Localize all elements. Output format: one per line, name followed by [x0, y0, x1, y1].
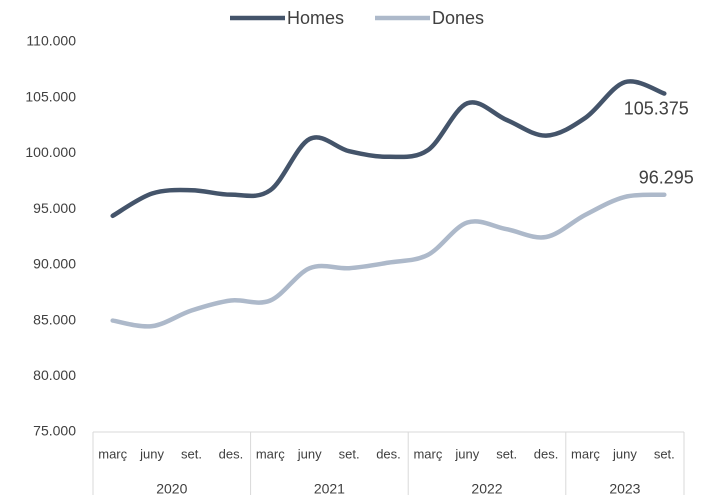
x-group-label: 2021	[314, 481, 345, 495]
data-label: 96.295	[639, 167, 694, 187]
x-tick-label: des.	[219, 446, 244, 461]
x-tick-label: març	[413, 446, 442, 461]
x-group-label: 2020	[156, 481, 187, 495]
x-tick-label: set.	[181, 446, 202, 461]
series-line	[110, 79, 667, 219]
x-group-label: 2023	[609, 481, 640, 495]
x-tick-label: març	[571, 446, 600, 461]
x-tick-label: set.	[654, 446, 675, 461]
x-tick-label: juny	[612, 446, 637, 461]
x-tick-label: març	[98, 446, 127, 461]
x-tick-label: des.	[534, 446, 559, 461]
legend-label: Homes	[287, 8, 344, 28]
series-line	[110, 192, 667, 329]
x-tick-label: juny	[139, 446, 164, 461]
y-tick-label: 105.000	[25, 88, 76, 104]
x-group-label: 2022	[471, 481, 502, 495]
y-tick-label: 85.000	[33, 311, 76, 327]
y-tick-label: 110.000	[26, 33, 76, 49]
y-tick-label: 100.000	[25, 144, 76, 160]
y-tick-label: 80.000	[33, 367, 76, 383]
legend-label: Dones	[432, 8, 484, 28]
y-tick-label: 95.000	[33, 200, 76, 216]
x-tick-label: juny	[297, 446, 322, 461]
x-tick-label: des.	[376, 446, 401, 461]
y-tick-label: 90.000	[33, 256, 76, 272]
data-label: 105.375	[624, 98, 689, 118]
x-tick-label: juny	[454, 446, 479, 461]
x-tick-label: set.	[339, 446, 360, 461]
x-tick-label: set.	[496, 446, 517, 461]
y-tick-label: 75.000	[33, 423, 76, 439]
x-tick-label: març	[256, 446, 285, 461]
